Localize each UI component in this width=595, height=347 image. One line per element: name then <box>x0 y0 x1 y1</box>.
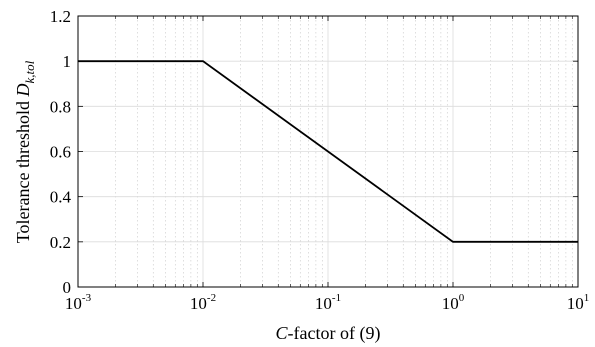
tick-marks <box>77 15 579 288</box>
x-axis-label-italic: C <box>276 323 289 343</box>
x-tick-label: 101 <box>567 292 590 313</box>
x-tick-label-exponent: -2 <box>207 292 216 304</box>
y-tick-label: 0.2 <box>50 233 71 252</box>
y-tick-labels: 0 0.2 0.4 0.6 0.8 1 1.2 <box>50 7 72 297</box>
x-tick-label-exponent: 0 <box>459 292 465 304</box>
x-tick-label-base: 10 <box>442 294 459 313</box>
x-axis-label: C-factor of (9) <box>276 323 381 344</box>
y-axis-label-symbol: D <box>13 84 33 98</box>
y-tick-label: 0.6 <box>50 143 71 162</box>
y-tick-label: 1.2 <box>50 7 71 26</box>
x-tick-label-exponent: -3 <box>82 292 92 304</box>
x-tick-label: 100 <box>442 292 465 313</box>
x-tick-label-base: 10 <box>315 294 332 313</box>
x-axis-label-rest: -factor of (9) <box>288 323 381 344</box>
y-tick-label: 0.8 <box>50 97 71 116</box>
x-tick-label: 10-2 <box>190 292 216 313</box>
y-tick-label: 0.4 <box>50 188 72 207</box>
x-tick-label-base: 10 <box>190 294 207 313</box>
series-line <box>78 60 578 243</box>
x-tick-label-base: 10 <box>65 294 82 313</box>
x-tick-label-exponent: 1 <box>584 292 590 304</box>
series-layer <box>78 60 578 243</box>
y-axis-label-subscript: k,tol <box>22 60 37 83</box>
y-tick-label: 1 <box>63 52 72 71</box>
y-axis-label-main: Tolerance threshold <box>13 97 33 244</box>
x-tick-label-base: 10 <box>567 294 584 313</box>
y-axis-label: Tolerance threshold Dk,tol <box>13 60 37 243</box>
x-tick-labels: 10-3 10-2 10-1 100 101 <box>65 292 589 313</box>
x-tick-label: 10-1 <box>315 292 341 313</box>
x-tick-label: 10-3 <box>65 292 92 313</box>
x-tick-label-exponent: -1 <box>332 292 341 304</box>
y-tick-label: 0 <box>63 278 72 297</box>
